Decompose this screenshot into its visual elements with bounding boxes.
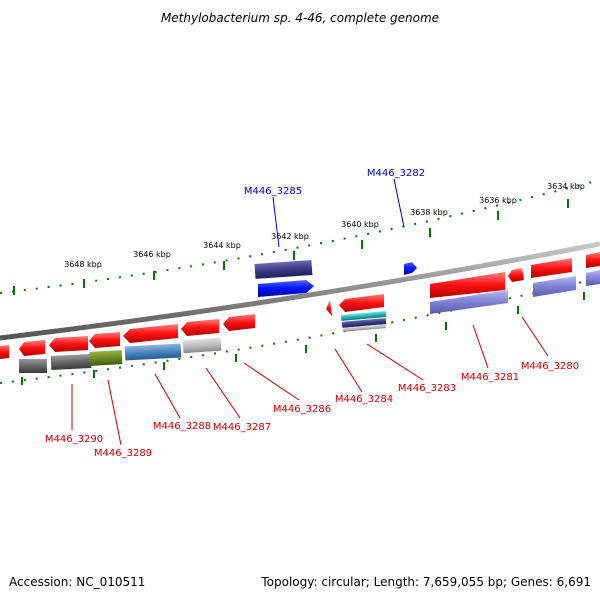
- tick-label: 3648 kbp: [64, 260, 102, 269]
- gene-block[interactable]: [342, 324, 387, 332]
- gene-arrow-m446-3285[interactable]: [258, 280, 314, 297]
- gene-label-m446-3281[interactable]: M446_3281: [461, 372, 519, 383]
- tick-label: 3636 kbp: [479, 196, 517, 205]
- gene-arrow[interactable]: [181, 319, 219, 336]
- gene-block[interactable]: [182, 337, 222, 354]
- tick-label: 3634 kbp: [547, 182, 585, 191]
- gene-block[interactable]: [340, 311, 387, 321]
- gene-arrow-m446-3282[interactable]: [404, 262, 417, 275]
- tick-label: 3640 kbp: [341, 220, 379, 229]
- gene-arrow[interactable]: [586, 252, 600, 268]
- inner-major-ticks: [21, 292, 585, 385]
- gene-arrow[interactable]: [508, 268, 524, 282]
- gene-label-m446-3283[interactable]: M446_3283: [398, 383, 456, 394]
- forward-strand-genes: [254, 252, 600, 314]
- gene-label-m446-3284[interactable]: M446_3284: [335, 394, 393, 405]
- tick-label: 3646 kbp: [133, 250, 171, 259]
- gene-block[interactable]: [50, 353, 92, 371]
- gene-arrow[interactable]: [430, 272, 505, 298]
- tick-label: 3642 kbp: [271, 232, 309, 241]
- genome-title: Methylobacterium sp. 4-46, complete geno…: [161, 11, 439, 25]
- gene-label-m446-3290[interactable]: M446_3290: [45, 434, 103, 445]
- gene-arrow[interactable]: [123, 324, 178, 343]
- genome-summary-text: Topology: circular; Length: 7,659,055 bp…: [260, 575, 591, 589]
- tick-label: 3638 kbp: [410, 208, 448, 217]
- reverse-strand-genes: [0, 294, 387, 373]
- gene-label-m446-3287[interactable]: M446_3287: [213, 422, 271, 433]
- accession-text: Accession: NC_010511: [9, 575, 145, 589]
- gene-label-m446-3285[interactable]: M446_3285: [244, 186, 302, 197]
- gene-block[interactable]: [341, 318, 387, 328]
- gene-label-m446-3286[interactable]: M446_3286: [273, 404, 331, 415]
- gene-arrow[interactable]: [49, 336, 88, 352]
- leader-lines: [71, 178, 549, 446]
- gene-label-m446-3280[interactable]: M446_3280: [521, 361, 579, 372]
- gene-arrow[interactable]: [533, 276, 576, 297]
- outer-major-ticks: [13, 199, 569, 295]
- genome-backbone: [0, 241, 600, 341]
- gene-block[interactable]: [254, 259, 313, 279]
- gene-arrow[interactable]: [0, 345, 9, 359]
- gene-label-m446-3282[interactable]: M446_3282: [367, 168, 425, 179]
- gene-label-m446-3288[interactable]: M446_3288: [153, 421, 211, 432]
- gene-arrow[interactable]: [326, 300, 332, 316]
- gene-block[interactable]: [124, 343, 182, 361]
- gene-block[interactable]: [89, 350, 123, 366]
- gene-arrow[interactable]: [223, 314, 255, 331]
- gene-arrow[interactable]: [19, 340, 45, 356]
- gene-arrow[interactable]: [531, 258, 572, 278]
- gene-arrow[interactable]: [339, 294, 384, 312]
- gene-arrow[interactable]: [586, 270, 600, 286]
- gene-arrow[interactable]: [89, 332, 120, 348]
- gene-arrow[interactable]: [430, 290, 508, 314]
- gene-label-m446-3289[interactable]: M446_3289: [94, 448, 152, 459]
- inner-tick-ring: [0, 277, 600, 384]
- gene-block[interactable]: [19, 359, 47, 373]
- tick-label: 3644 kbp: [203, 241, 241, 250]
